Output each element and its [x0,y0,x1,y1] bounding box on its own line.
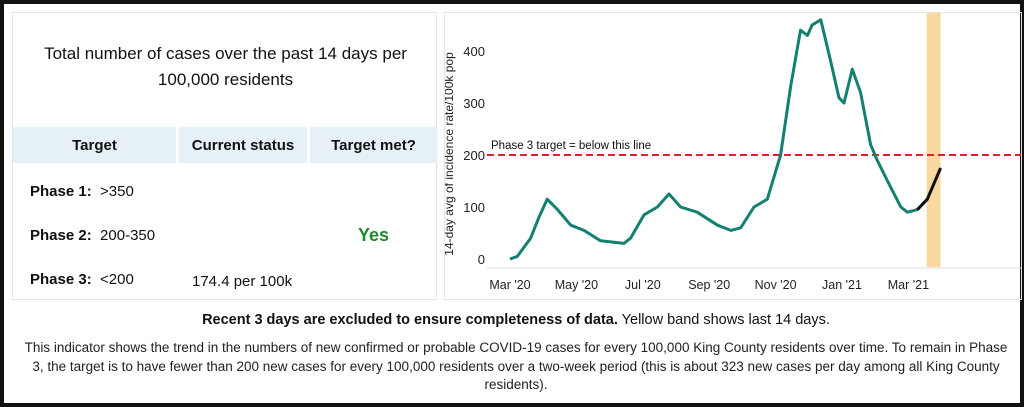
row-phase-1: Phase 1: >350 [30,183,134,200]
current-status-value: 174.4 per 100k [192,273,293,290]
indicator-description: This indicator shows the trend in the nu… [24,340,1008,392]
chart-panel: 0 100 200 300 400 Mar '20 May '20 Jul '20 Sep '2… [442,12,1022,300]
x-tick-label: Jul '20 [625,278,661,292]
status-panel: Total number of cases over the past 14 d… [12,12,437,300]
x-tick-label: Mar '21 [888,278,929,292]
y-tick-label: 300 [463,96,485,111]
header-target-met: Target met? [310,127,437,163]
phase-range: <200 [100,271,134,288]
y-axis-label: 14-day avg of incidence rate/100k pop [445,52,456,256]
x-tick-label: Nov '20 [755,278,797,292]
footer-bold: Recent 3 days are excluded to ensure com… [202,312,618,328]
y-tick-label: 400 [463,44,485,59]
y-tick-label: 0 [478,252,485,267]
incidence-chart: 0 100 200 300 400 Mar '20 May '20 Jul '20 Sep '2… [442,13,1021,292]
threshold-label: Phase 3 target = below this line [491,140,651,152]
footer-plain: Yellow band shows last 14 days. [617,312,830,328]
header-target: Target [13,127,176,163]
phase-range: >350 [100,183,134,200]
phase-label: Phase 1: [30,183,92,200]
x-tick-label: May '20 [555,278,598,292]
x-tick-label: Sep '20 [688,278,730,292]
phase-label: Phase 2: [30,227,92,244]
row-phase-3: Phase 3: <200 [30,271,134,288]
panel-title: Total number of cases over the past 14 d… [44,44,407,89]
y-tick-label: 200 [463,148,485,163]
phase-label: Phase 3: [30,271,92,288]
row-phase-2: Phase 2: 200-350 [30,227,155,244]
footer-note: Recent 3 days are excluded to ensure com… [4,312,1024,328]
x-tick-label: Jan '21 [822,278,862,292]
x-tick-label: Mar '20 [489,278,530,292]
target-met-value: Yes [358,225,390,245]
phase-range: 200-350 [100,227,156,244]
highlight-band [926,13,941,267]
y-tick-label: 100 [463,200,485,215]
header-current-status: Current status [179,127,307,163]
